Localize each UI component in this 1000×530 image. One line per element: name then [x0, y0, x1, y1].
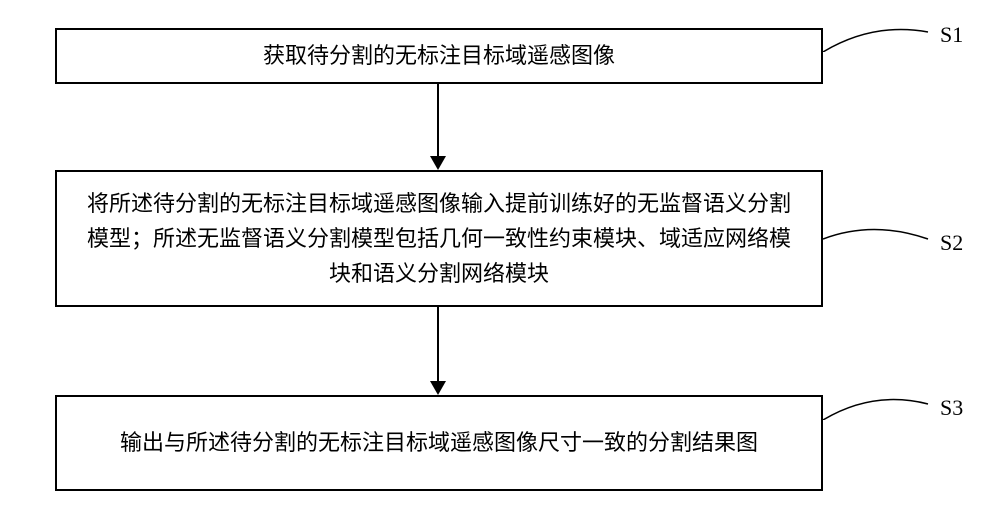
step-label-s2: S2: [940, 230, 963, 256]
step-label-s1: S1: [940, 22, 963, 48]
flowchart-node-s1: 获取待分割的无标注目标域遥感图像: [55, 28, 823, 84]
flowchart-node-s2: 将所述待分割的无标注目标域遥感图像输入提前训练好的无监督语义分割模型；所述无监督…: [55, 170, 823, 307]
flowchart-node-s3: 输出与所述待分割的无标注目标域遥感图像尺寸一致的分割结果图: [55, 395, 823, 491]
label-connector-s1: [823, 22, 933, 52]
label-connector-s2: [823, 225, 933, 255]
flowchart-container: 获取待分割的无标注目标域遥感图像 S1 将所述待分割的无标注目标域遥感图像输入提…: [0, 0, 1000, 530]
arrow-head-s2-s3: [430, 381, 446, 395]
arrow-s2-s3: [437, 307, 439, 381]
label-connector-s3: [823, 390, 933, 420]
node-text: 获取待分割的无标注目标域遥感图像: [263, 38, 615, 73]
arrow-s1-s2: [437, 84, 439, 156]
arrow-head-s1-s2: [430, 156, 446, 170]
step-label-s3: S3: [940, 395, 963, 421]
node-text: 将所述待分割的无标注目标域遥感图像输入提前训练好的无监督语义分割模型；所述无监督…: [77, 186, 801, 292]
node-text: 输出与所述待分割的无标注目标域遥感图像尺寸一致的分割结果图: [120, 425, 758, 460]
